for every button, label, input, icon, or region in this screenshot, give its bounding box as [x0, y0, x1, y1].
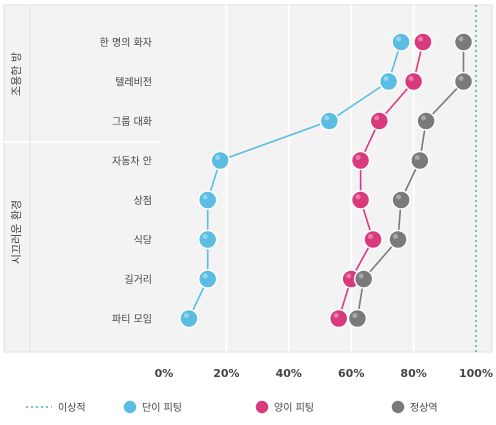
point-highlight	[374, 115, 380, 121]
legend-reference-label: 이상적	[58, 402, 86, 414]
data-point	[328, 308, 349, 329]
category-label: 텔레비전	[115, 77, 152, 89]
data-point	[453, 32, 474, 52]
data-point	[353, 269, 374, 289]
data-point	[179, 308, 199, 329]
data-point	[210, 150, 230, 171]
data-point	[197, 269, 218, 289]
point-highlight	[368, 234, 374, 239]
data-point	[391, 190, 411, 210]
point-highlight	[352, 313, 358, 318]
category-label: 식당	[134, 235, 152, 247]
data-point	[388, 229, 408, 250]
group-label: 조용한 방	[10, 52, 23, 96]
data-point	[391, 32, 411, 52]
data-point	[350, 150, 371, 171]
group-label: 시끄러운 환경	[10, 200, 23, 264]
data-point	[416, 111, 436, 131]
point-highlight	[358, 273, 364, 279]
legend-label: 정상역	[410, 402, 438, 414]
data-point	[197, 229, 218, 250]
point-highlight	[414, 155, 420, 160]
data-point	[369, 111, 390, 131]
point-highlight	[383, 76, 389, 81]
data-point	[363, 229, 383, 250]
category-label: 자동차 안	[112, 156, 152, 168]
x-tick-label: 60%	[338, 367, 364, 380]
point-highlight	[202, 273, 208, 279]
x-tick-label: 0%	[155, 367, 174, 380]
point-highlight	[355, 155, 361, 160]
data-point	[350, 190, 371, 210]
data-point	[319, 111, 340, 131]
legend-label: 단이 피팅	[142, 402, 182, 414]
point-highlight	[215, 155, 221, 160]
data-point	[410, 150, 430, 171]
legend-swatch	[254, 399, 270, 415]
point-highlight	[421, 115, 427, 121]
legend-label: 양이 피팅	[274, 402, 314, 414]
category-label: 파티 모임	[112, 313, 152, 326]
point-highlight	[396, 36, 402, 42]
point-highlight	[408, 76, 414, 81]
category-label: 상점	[134, 195, 152, 207]
point-highlight	[458, 36, 464, 42]
point-highlight	[355, 194, 361, 200]
category-label: 그룹 대화	[112, 116, 152, 128]
point-highlight	[458, 76, 464, 81]
data-point	[378, 71, 399, 92]
point-highlight	[183, 313, 189, 318]
x-tick-label: 80%	[400, 367, 426, 380]
point-highlight	[333, 313, 339, 318]
point-highlight	[417, 36, 423, 42]
point-highlight	[324, 115, 330, 121]
data-point	[413, 32, 433, 52]
legend-swatch	[122, 399, 138, 415]
data-point	[197, 190, 218, 210]
x-tick-label: 40%	[276, 367, 302, 380]
x-tick-label: 100%	[459, 367, 493, 380]
data-point	[403, 71, 424, 92]
data-point	[347, 308, 368, 329]
x-tick-label: 20%	[213, 367, 239, 380]
legend-swatch	[390, 399, 406, 415]
category-label: 길거리	[124, 273, 152, 286]
point-highlight	[202, 234, 208, 239]
point-highlight	[202, 194, 208, 200]
point-highlight	[396, 194, 402, 200]
data-point	[453, 71, 474, 92]
category-label: 한 명의 화자	[100, 37, 152, 49]
point-highlight	[393, 234, 398, 239]
point-highlight	[346, 273, 352, 279]
